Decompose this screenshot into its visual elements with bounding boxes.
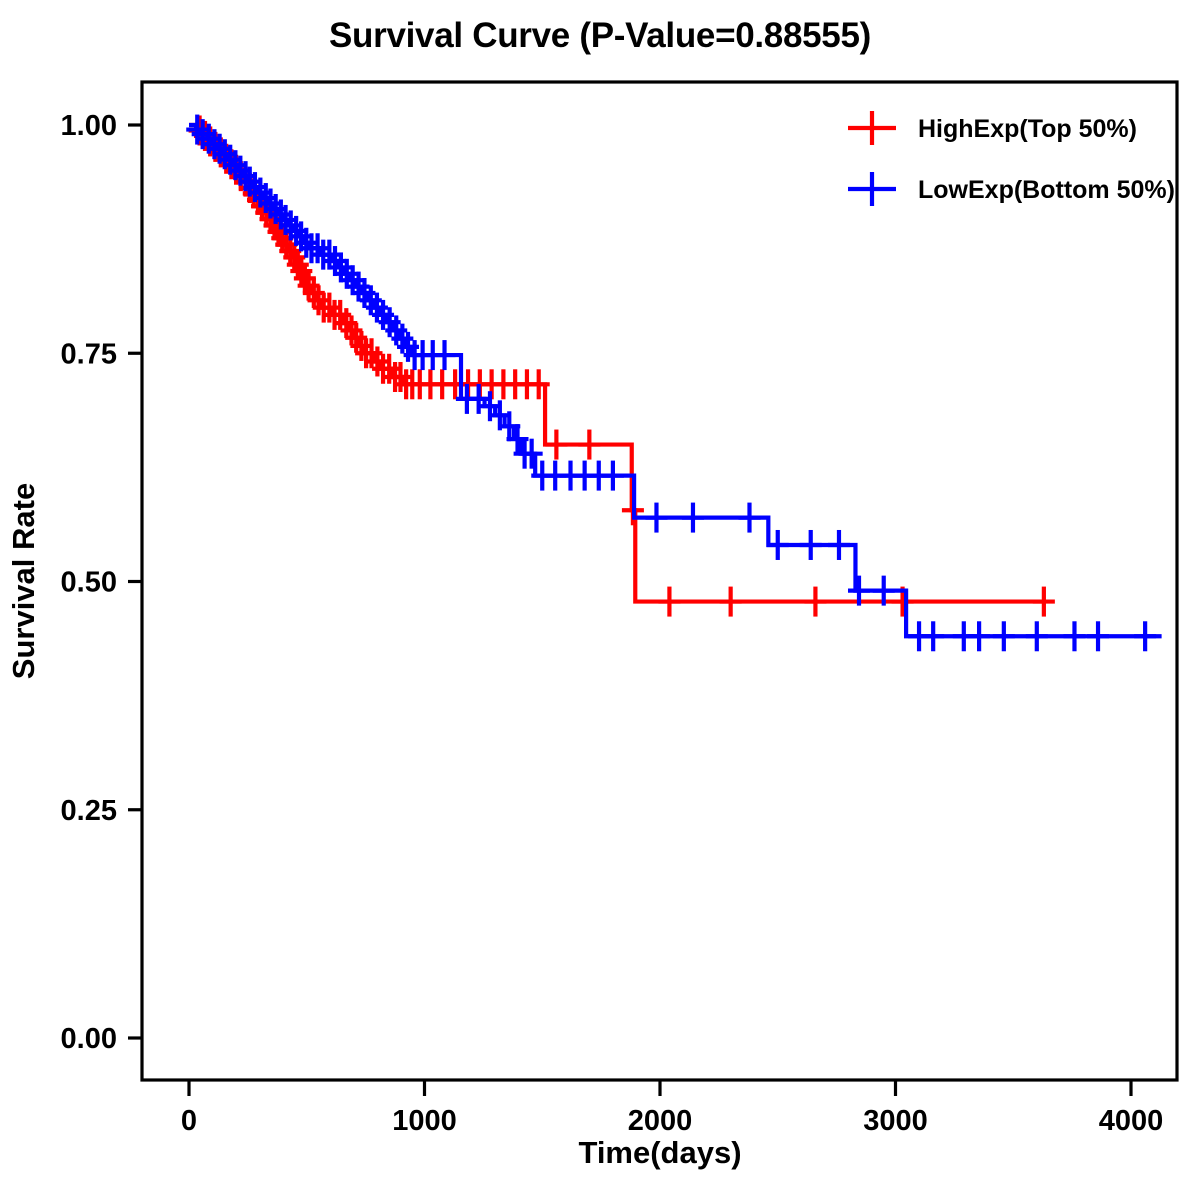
y-axis-ticks: 0.00 0.25 0.50 0.75 1.00 — [61, 110, 142, 1055]
x-tick-label: 2000 — [628, 1105, 693, 1137]
x-axis-title: Time(days) — [578, 1135, 741, 1170]
legend-entry[interactable]: HighExp(Top 50%) — [848, 111, 1137, 145]
x-tick-label: 0 — [181, 1105, 197, 1137]
y-tick-label: 0.50 — [61, 567, 117, 599]
legend-label: LowExp(Bottom 50%) — [918, 176, 1175, 204]
y-tick-label: 0.25 — [61, 795, 117, 827]
y-tick-label: 0.00 — [61, 1023, 117, 1055]
survival-series-group — [186, 114, 1162, 652]
y-tick-label: 1.00 — [61, 110, 117, 142]
x-axis-ticks: 0 1000 2000 3000 4000 — [181, 1080, 1163, 1137]
survival-series — [186, 114, 1162, 652]
page-title: Survival Curve (P-Value=0.88555) — [329, 16, 871, 55]
x-tick-label: 3000 — [863, 1105, 928, 1137]
legend-entry[interactable]: LowExp(Bottom 50%) — [848, 172, 1175, 206]
x-tick-label: 4000 — [1099, 1105, 1164, 1137]
chart-legend: HighExp(Top 50%) LowExp(Bottom 50%) — [848, 111, 1175, 206]
y-tick-label: 0.75 — [61, 338, 117, 370]
legend-label: HighExp(Top 50%) — [918, 115, 1137, 143]
y-axis-title: Survival Rate — [6, 483, 41, 679]
km-step-line — [189, 122, 1044, 604]
x-tick-label: 1000 — [392, 1105, 457, 1137]
